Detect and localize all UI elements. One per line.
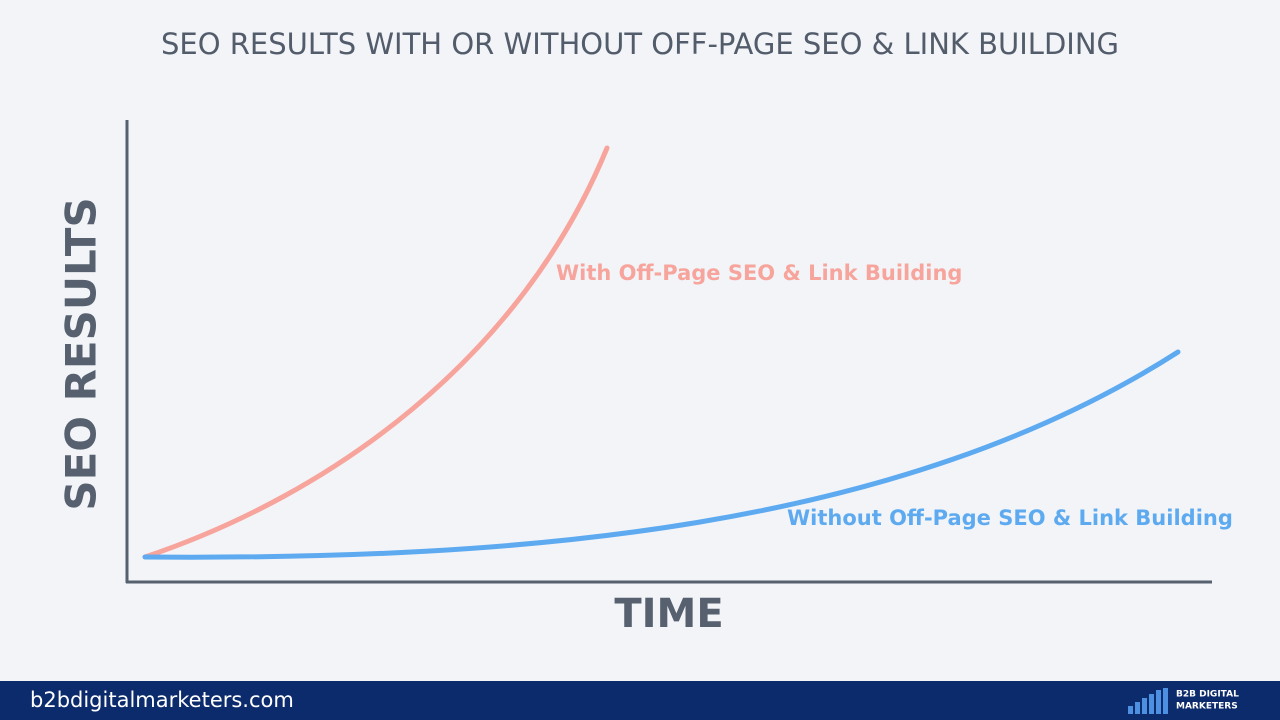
y-axis-label: SEO RESULTS xyxy=(57,197,106,510)
x-axis-label: TIME xyxy=(614,591,723,637)
footer-site: b2bdigitalmarketers.com xyxy=(30,688,294,712)
logo-text: B2B DIGITAL xyxy=(1176,690,1239,700)
curves: With Off-Page SEO & Link Building Without… xyxy=(142,145,1233,560)
logo-text: MARKETERS xyxy=(1176,702,1238,712)
series-label: With Off-Page SEO & Link Building xyxy=(556,261,962,285)
chart-title: SEO RESULTS WITH OR WITHOUT OFF-PAGE SEO… xyxy=(161,27,1119,61)
series-label: Without Off-Page SEO & Link Building xyxy=(787,506,1233,530)
curve xyxy=(142,349,1181,560)
logo-icon xyxy=(1128,688,1168,714)
footer-bar xyxy=(0,681,1280,720)
curve xyxy=(142,145,610,560)
